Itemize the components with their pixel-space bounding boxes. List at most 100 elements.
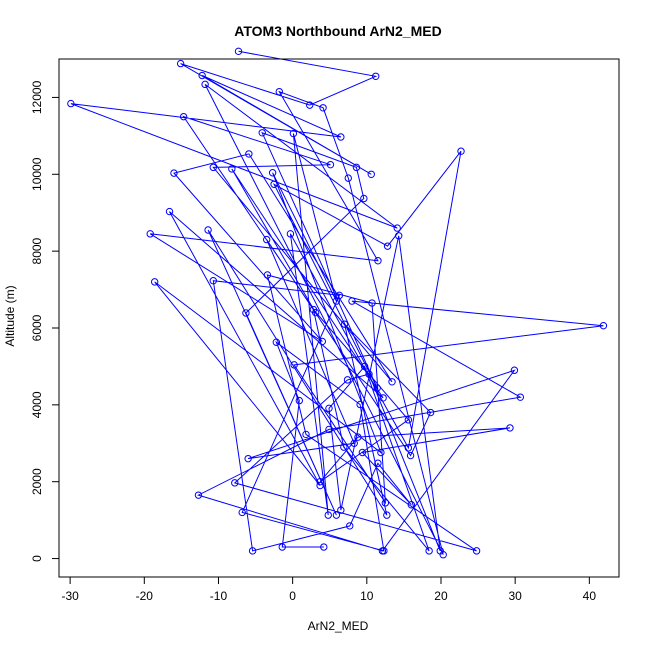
data-point (365, 370, 373, 378)
chart-title: ATOM3 Northbound ArN2_MED (234, 23, 441, 39)
data-point (367, 170, 375, 178)
data-point (244, 454, 252, 463)
data-point (245, 150, 253, 158)
data-point (379, 394, 387, 402)
x-tick-label: 30 (508, 589, 522, 603)
data-point (340, 443, 348, 451)
data-point (354, 433, 362, 441)
data-point (262, 235, 271, 244)
data-point (380, 547, 388, 555)
data-point (599, 321, 608, 330)
data-point (373, 384, 381, 392)
y-tick-label: 4000 (30, 391, 44, 418)
data-point (201, 80, 209, 89)
data-point (381, 499, 390, 507)
data-point (179, 112, 188, 121)
x-tick-label: 10 (360, 589, 374, 603)
data-point (406, 451, 415, 460)
data-point (346, 522, 354, 530)
x-tick-label: 20 (434, 589, 448, 603)
data-point (395, 232, 403, 240)
data-point (248, 547, 257, 555)
x-tick-label: -10 (210, 589, 228, 603)
data-point (360, 194, 368, 203)
data-point (337, 133, 345, 141)
data-point (407, 501, 416, 509)
x-axis-label: ArN2_MED (308, 619, 369, 633)
y-axis-label: Altitude (m) (3, 285, 17, 346)
data-point (356, 400, 364, 409)
data-point (228, 165, 236, 173)
data-point (316, 478, 324, 486)
data-point (344, 174, 352, 182)
data-point (372, 72, 380, 80)
data-point (472, 547, 481, 555)
data-point (176, 59, 185, 68)
data-point (383, 511, 391, 519)
data-point (286, 230, 295, 238)
data-point (374, 459, 382, 467)
data-point (335, 291, 344, 300)
data-point (332, 511, 341, 519)
data-point (393, 224, 401, 232)
data-point (146, 230, 154, 238)
x-axis: -30 -20 -10 0 10 20 30 40 (61, 576, 596, 603)
data-point (350, 439, 358, 447)
data-point (404, 416, 413, 424)
data-point (306, 101, 314, 109)
y-tick-label: 10000 (30, 157, 44, 191)
data-point (436, 547, 444, 555)
data-point (258, 129, 266, 137)
data-point (242, 309, 250, 317)
data-point (263, 271, 272, 279)
data-point (326, 160, 335, 169)
data-point (150, 278, 159, 286)
data-point (209, 163, 217, 172)
y-tick-label: 2000 (30, 468, 44, 495)
data-point (337, 506, 345, 514)
x-tick-label: 0 (289, 589, 296, 603)
data-point (388, 378, 396, 386)
data-point (360, 362, 369, 371)
data-point (318, 337, 327, 346)
data-point (231, 479, 239, 487)
data-point (325, 404, 333, 413)
data-point (234, 47, 243, 56)
data-point (194, 491, 203, 499)
data-point (198, 71, 206, 80)
data-point (425, 547, 433, 555)
data-point (320, 543, 328, 551)
data-point (289, 129, 298, 138)
data-point (170, 169, 178, 177)
data-point (348, 297, 356, 305)
data-point (374, 257, 382, 265)
data-point (204, 226, 212, 234)
data-point (238, 508, 246, 517)
data-point (268, 169, 277, 177)
data-point (516, 393, 525, 401)
y-tick-label: 8000 (30, 237, 44, 264)
data-point (309, 305, 318, 314)
data-point (209, 277, 217, 285)
x-tick-label: -20 (136, 589, 154, 603)
series-line (70, 50, 604, 555)
data-point (340, 320, 349, 328)
data-point (506, 424, 514, 432)
data-point (343, 376, 352, 384)
data-point (316, 481, 324, 490)
data-point (67, 99, 75, 108)
data-point (278, 543, 286, 551)
data-point (319, 104, 327, 112)
plot-area (67, 47, 608, 559)
data-point (383, 242, 392, 250)
data-point (272, 338, 281, 346)
data-point (358, 448, 367, 457)
data-point (510, 366, 519, 374)
data-point (324, 511, 332, 519)
data-point (377, 448, 385, 457)
y-tick-label: 12000 (30, 80, 44, 114)
data-point (165, 207, 174, 216)
data-point (352, 163, 361, 172)
data-point (290, 361, 298, 369)
